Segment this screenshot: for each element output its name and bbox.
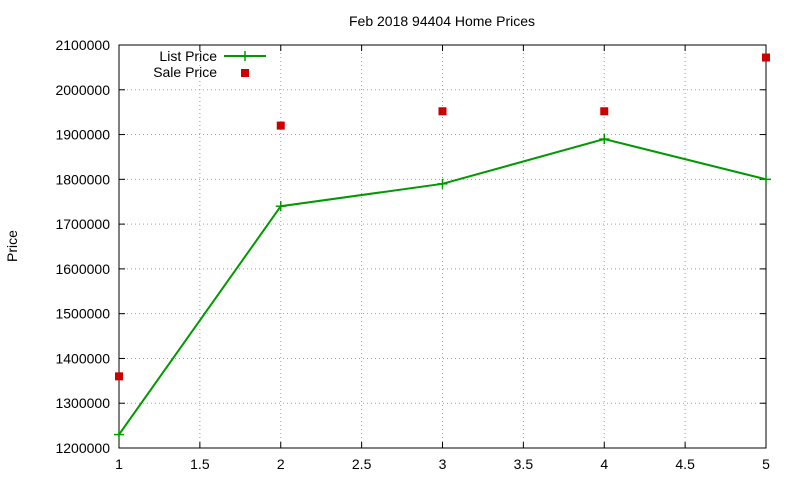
sale-price-point <box>276 121 285 130</box>
list-price-point <box>275 201 286 212</box>
y-tick-label: 1500000 <box>55 306 110 322</box>
x-tick-label: 2.5 <box>352 456 372 472</box>
sale-price-point <box>115 372 123 381</box>
chart-title: Feb 2018 94404 Home Prices <box>349 13 535 29</box>
y-tick-label: 2000000 <box>55 82 110 98</box>
y-tick-label: 1800000 <box>55 171 110 187</box>
y-tick-label: 1200000 <box>55 440 110 456</box>
list-price-point <box>599 134 610 145</box>
x-tick-label: 4 <box>600 456 608 472</box>
y-tick-label: 1400000 <box>55 350 110 366</box>
y-tick-label: 2100000 <box>55 37 110 53</box>
x-tick-label: 2 <box>277 456 285 472</box>
sale-price-point <box>438 107 447 116</box>
x-tick-label: 1 <box>115 456 123 472</box>
grid <box>119 45 766 448</box>
x-tick-label: 1.5 <box>190 456 210 472</box>
x-tick-label: 5 <box>762 456 770 472</box>
y-tick-label: 1700000 <box>55 216 110 232</box>
list-price-point <box>761 174 771 185</box>
list-price-point <box>114 429 124 440</box>
axis-ticks: 1 1.5 2 2.5 3 3.5 4 4.5 5 1200000 1300000 1400000 15… <box>55 37 770 472</box>
series-layer <box>114 53 771 440</box>
x-tick-label: 3.5 <box>514 456 534 472</box>
list-price-point <box>437 178 448 189</box>
legend-marker-list-price <box>240 51 250 61</box>
y-tick-label: 1900000 <box>55 127 110 143</box>
sale-price-point <box>600 107 609 116</box>
x-tick-label: 3 <box>439 456 447 472</box>
legend-label: List Price <box>159 48 217 64</box>
y-tick-label: 1300000 <box>55 395 110 411</box>
legend-marker-sale-price <box>241 69 249 77</box>
y-tick-label: 1600000 <box>55 261 110 277</box>
x-tick-label: 4.5 <box>675 456 695 472</box>
sale-price-point <box>762 53 770 62</box>
y-axis-label: Price <box>4 230 20 262</box>
legend-label: Sale Price <box>153 64 217 80</box>
